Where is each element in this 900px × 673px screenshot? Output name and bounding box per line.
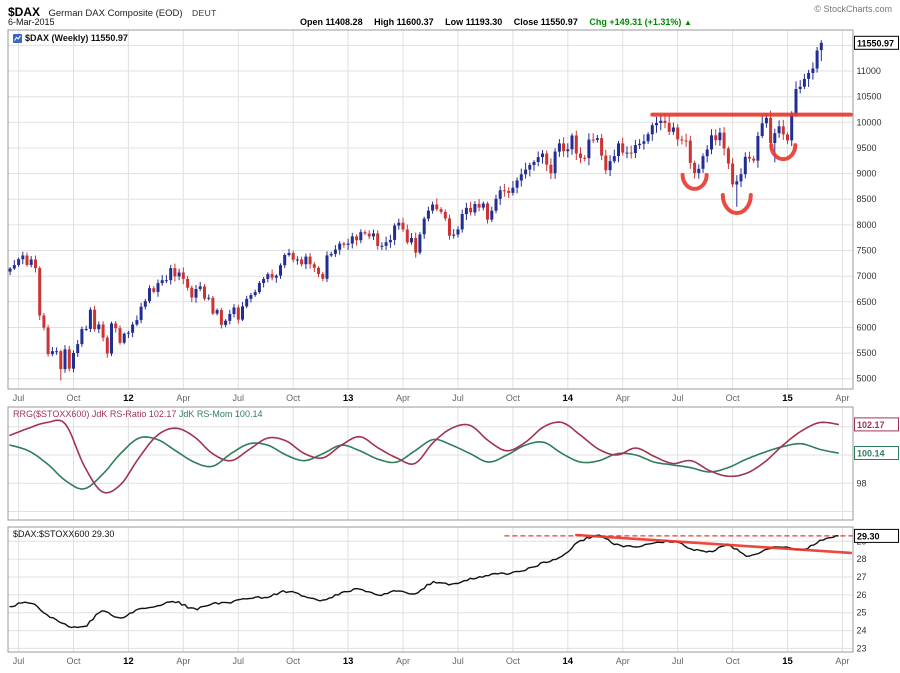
svg-text:15: 15 (782, 656, 793, 667)
ratio-panel-legend: $DAX:$STOXX600 29.30 (13, 529, 114, 539)
svg-text:Oct: Oct (66, 393, 81, 403)
open-readout: Open 11408.28 (300, 17, 363, 27)
svg-text:9000: 9000 (857, 169, 877, 179)
svg-text:5500: 5500 (857, 348, 877, 358)
change-label: Chg (589, 17, 607, 27)
svg-text:Apr: Apr (176, 656, 190, 666)
svg-text:8000: 8000 (857, 220, 877, 230)
main-price-panel: 5000 5500 6000 6500 7000 7500 8000 8500 9000 9500… (7, 29, 899, 390)
svg-text:28: 28 (857, 554, 867, 564)
svg-text:12: 12 (123, 656, 134, 667)
close-value: 11550.97 (540, 17, 578, 27)
svg-text:Jul: Jul (672, 656, 684, 666)
svg-text:Oct: Oct (506, 393, 521, 403)
svg-text:29.30: 29.30 (857, 531, 880, 541)
svg-text:13: 13 (343, 656, 354, 667)
sharpchart-icon (13, 33, 22, 43)
svg-text:Apr: Apr (616, 393, 630, 403)
chart-header: $DAX German DAX Composite (EOD) DEUT © S… (8, 3, 892, 19)
svg-text:Jul: Jul (672, 393, 684, 403)
symbol-label: $DAX (8, 5, 41, 19)
svg-text:Apr: Apr (396, 393, 410, 403)
svg-text:9500: 9500 (857, 143, 877, 153)
rrg-panel: 98 102.17 100.14 (7, 406, 899, 521)
svg-text:27: 27 (857, 572, 867, 582)
rrg-legend-ratio: RRG($STOXX600) JdK RS-Ratio 102.17 (13, 409, 177, 419)
svg-text:Jul: Jul (233, 393, 245, 403)
svg-text:Jul: Jul (452, 656, 464, 666)
svg-text:Oct: Oct (726, 656, 741, 666)
svg-text:Apr: Apr (835, 393, 849, 403)
svg-text:25: 25 (857, 608, 867, 618)
high-label: High (374, 17, 395, 27)
svg-text:11000: 11000 (857, 66, 881, 76)
svg-text:24: 24 (857, 626, 867, 636)
svg-text:8500: 8500 (857, 194, 877, 204)
svg-text:Oct: Oct (66, 656, 81, 666)
chart-date: 6-Mar-2015 (8, 17, 55, 27)
svg-text:Oct: Oct (286, 393, 301, 403)
svg-text:98: 98 (857, 478, 867, 488)
svg-text:Apr: Apr (835, 656, 849, 666)
svg-text:102.17: 102.17 (857, 420, 885, 430)
svg-text:Jul: Jul (452, 393, 464, 403)
svg-text:Oct: Oct (286, 656, 301, 666)
main-legend-text: $DAX (Weekly) 11550.97 (25, 33, 128, 43)
svg-text:6000: 6000 (857, 322, 877, 332)
ratio-legend-text: $DAX:$STOXX600 29.30 (13, 529, 115, 539)
high-readout: High 11600.37 (374, 17, 434, 27)
svg-text:Jul: Jul (13, 393, 25, 403)
low-readout: Low 11193.30 (445, 17, 502, 27)
change-readout: Chg +149.31 (+1.31%) ▲ (589, 17, 692, 27)
svg-text:5000: 5000 (857, 374, 877, 384)
change-value: +149.31 (+1.31%) (609, 17, 682, 27)
svg-text:14: 14 (563, 393, 574, 404)
svg-text:Oct: Oct (506, 656, 521, 666)
ratio-panel: 2324252627282929.30 (7, 526, 899, 653)
svg-text:6500: 6500 (857, 297, 877, 307)
analyst-annotations (650, 112, 853, 215)
svg-text:15: 15 (782, 393, 793, 404)
svg-text:Apr: Apr (616, 656, 630, 666)
svg-text:100.14: 100.14 (857, 449, 885, 459)
rrg-panel-legend: RRG($STOXX600) JdK RS-Ratio 102.17 JdK R… (13, 409, 262, 419)
open-label: Open (300, 17, 324, 27)
svg-text:11550.97: 11550.97 (857, 38, 894, 48)
exchange-label: DEUT (192, 8, 217, 18)
svg-text:Apr: Apr (396, 656, 410, 666)
low-label: Low (445, 17, 464, 27)
rrg-legend-mom: JdK RS-Mom 100.14 (178, 409, 263, 419)
ohlc-readout: Open 11408.28 High 11600.37 Low 11193.30… (300, 17, 692, 27)
quote-header: 6-Mar-2015 Open 11408.28 High 11600.37 L… (8, 17, 892, 29)
main-panel-legend: $DAX (Weekly) 11550.97 (13, 33, 128, 43)
svg-text:7500: 7500 (857, 246, 877, 256)
copyright-label: © StockCharts.com (814, 4, 892, 14)
svg-text:Jul: Jul (233, 656, 245, 666)
svg-text:10000: 10000 (857, 117, 882, 127)
svg-text:7000: 7000 (857, 271, 877, 281)
high-value: 11600.37 (396, 17, 434, 27)
svg-text:10500: 10500 (857, 92, 882, 102)
up-arrow-icon: ▲ (683, 18, 692, 27)
close-readout: Close 11550.97 (514, 17, 578, 27)
svg-text:Oct: Oct (726, 393, 741, 403)
svg-text:Jul: Jul (13, 656, 25, 666)
svg-text:26: 26 (857, 590, 867, 600)
candlestick-series (8, 40, 823, 381)
svg-text:Apr: Apr (176, 393, 190, 403)
low-value: 11193.30 (465, 17, 503, 27)
x-axis-labels: Jul Oct 12 Apr Jul Oct 13 Apr Jul Oct 14 Apr Jul Oct 1… (13, 393, 850, 667)
svg-text:13: 13 (343, 393, 354, 404)
svg-text:14: 14 (563, 656, 574, 667)
close-label: Close (513, 17, 539, 27)
svg-text:12: 12 (123, 393, 134, 404)
svg-text:23: 23 (857, 643, 867, 653)
chart-title: German DAX Composite (EOD) (48, 8, 183, 19)
open-value: 11408.28 (325, 17, 363, 27)
